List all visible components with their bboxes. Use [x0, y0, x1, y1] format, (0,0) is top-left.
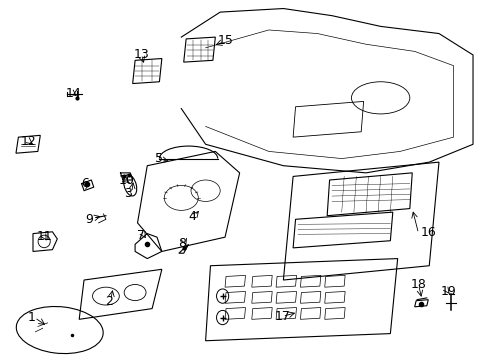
Text: 16: 16 — [420, 226, 435, 239]
Text: 4: 4 — [188, 210, 196, 223]
Text: 10: 10 — [119, 174, 135, 186]
Text: 1: 1 — [28, 311, 36, 324]
Text: 9: 9 — [85, 213, 93, 226]
Text: 3: 3 — [123, 187, 132, 200]
Text: 14: 14 — [65, 87, 81, 100]
Text: 17: 17 — [274, 310, 290, 323]
Text: 8: 8 — [178, 237, 185, 250]
Text: 15: 15 — [217, 34, 233, 47]
Text: 19: 19 — [440, 285, 455, 298]
Text: 5: 5 — [154, 152, 162, 165]
Text: 7: 7 — [136, 229, 144, 242]
Text: 13: 13 — [133, 48, 149, 61]
Text: 18: 18 — [410, 278, 426, 291]
Text: 12: 12 — [21, 135, 37, 148]
Text: 2: 2 — [105, 295, 113, 308]
Text: 11: 11 — [36, 230, 52, 243]
Text: 6: 6 — [81, 177, 88, 190]
